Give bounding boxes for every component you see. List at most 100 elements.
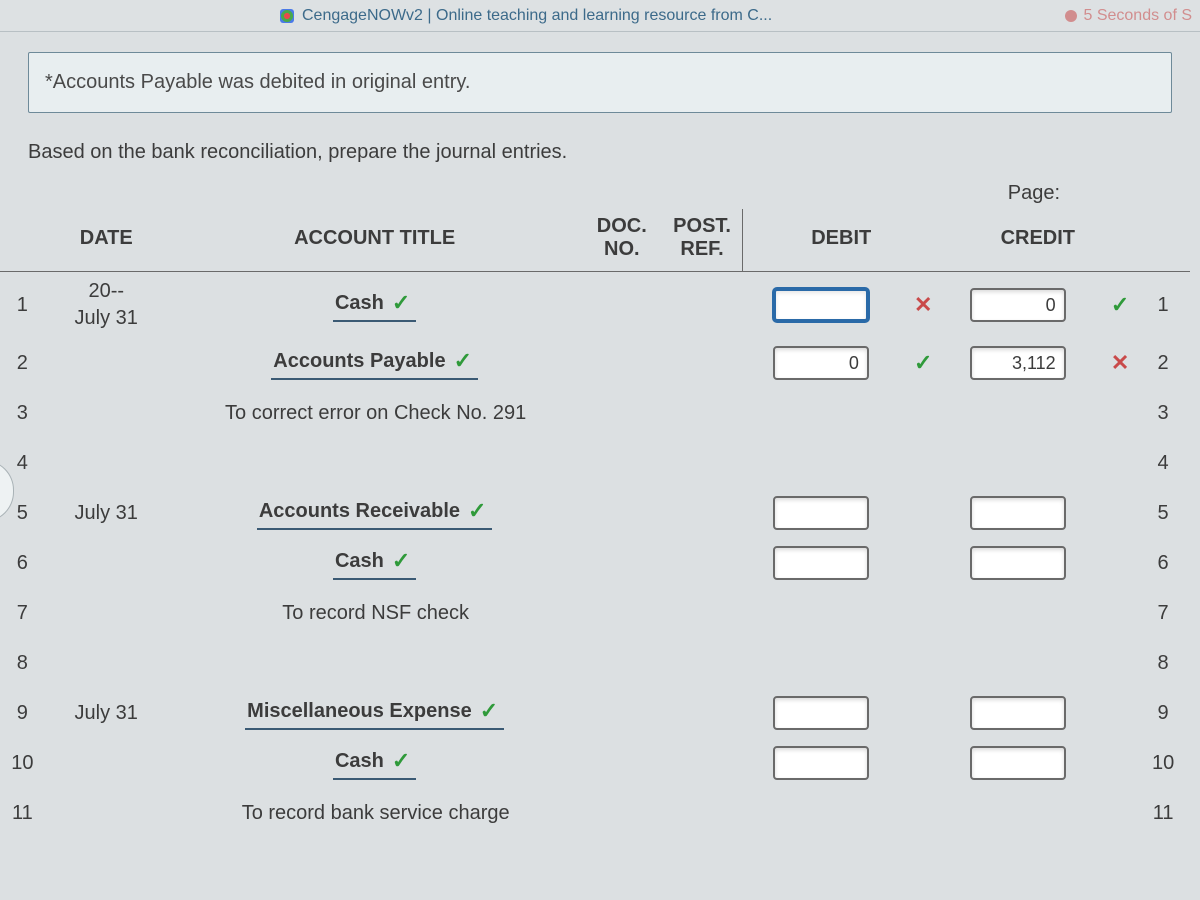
doc-no-cell — [582, 738, 663, 788]
debit-cell — [743, 488, 900, 538]
date-cell — [45, 338, 168, 388]
row-number-left: 3 — [0, 388, 45, 438]
row-number-right: 5 — [1136, 488, 1190, 538]
row-number-right: 2 — [1136, 338, 1190, 388]
journal-row: 10Cash✓10 — [0, 738, 1190, 788]
doc-no-cell — [582, 488, 663, 538]
debit-input[interactable] — [773, 746, 869, 780]
recording-timer: 5 Seconds of S — [1065, 7, 1192, 25]
doc-no-cell — [582, 272, 663, 339]
credit-input[interactable] — [970, 346, 1066, 380]
credit-input[interactable] — [970, 546, 1066, 580]
debit-mark-cell — [899, 388, 939, 438]
x-icon: ✕ — [914, 292, 932, 317]
tab-title: CengageNOWv2 | Online teaching and learn… — [302, 7, 772, 25]
account-title-cell[interactable]: Miscellaneous Expense✓ — [168, 688, 582, 738]
row-number-right: 7 — [1136, 588, 1190, 638]
account-title-field[interactable]: Accounts Receivable✓ — [257, 496, 493, 530]
credit-mark-cell — [1096, 688, 1136, 738]
account-title-cell[interactable]: Accounts Receivable✓ — [168, 488, 582, 538]
account-title-cell[interactable]: Cash ✓ — [168, 538, 582, 588]
account-title-field[interactable]: Cash✓ — [333, 746, 416, 780]
credit-mark-cell — [1096, 538, 1136, 588]
credit-cell — [939, 688, 1096, 738]
debit-mark-cell — [899, 788, 939, 838]
account-title-cell[interactable]: Accounts Payable✓ — [168, 338, 582, 388]
row-number-left: 10 — [0, 738, 45, 788]
date-cell — [45, 388, 168, 438]
row-number-right: 4 — [1136, 438, 1190, 488]
credit-input[interactable] — [970, 288, 1066, 322]
credit-cell — [939, 588, 1096, 638]
post-ref-cell — [662, 538, 743, 588]
account-title-field[interactable]: Cash ✓ — [333, 546, 416, 580]
checkmark-icon: ✓ — [914, 350, 932, 375]
col-credit: CREDIT — [939, 209, 1136, 272]
account-title-cell[interactable]: Cash ✓ — [168, 272, 582, 339]
checkmark-icon: ✓ — [392, 548, 410, 574]
journal-row: 11To record bank service charge11 — [0, 788, 1190, 838]
row-number-right: 9 — [1136, 688, 1190, 738]
credit-input[interactable] — [970, 496, 1066, 530]
journal-row: 5July 31Accounts Receivable✓5 — [0, 488, 1190, 538]
debit-cell — [743, 738, 900, 788]
credit-mark-cell — [1096, 638, 1136, 688]
date-cell: 20--July 31 — [45, 272, 168, 339]
credit-cell — [939, 488, 1096, 538]
debit-cell — [743, 338, 900, 388]
credit-mark-cell: ✓ — [1096, 272, 1136, 339]
row-number-left: 11 — [0, 788, 45, 838]
row-number-left: 9 — [0, 688, 45, 738]
debit-mark-cell — [899, 438, 939, 488]
row-number-left: 8 — [0, 638, 45, 688]
debit-input[interactable] — [773, 346, 869, 380]
journal-header: DATE ACCOUNT TITLE DOC. NO. POST. REF. D… — [0, 209, 1190, 272]
account-title-cell: To record NSF check — [168, 588, 582, 638]
account-title-text: Miscellaneous Expense — [247, 700, 472, 723]
credit-cell — [939, 272, 1096, 339]
post-ref-cell — [662, 688, 743, 738]
debit-input[interactable] — [773, 696, 869, 730]
journal-row: 120--July 31Cash✓✕✓1 — [0, 272, 1190, 339]
account-title-text: Accounts Payable — [273, 350, 445, 373]
date-cell — [45, 738, 168, 788]
date-cell — [45, 588, 168, 638]
checkmark-icon: ✓ — [392, 290, 410, 316]
doc-no-cell — [582, 388, 663, 438]
doc-no-cell — [582, 588, 663, 638]
debit-cell — [743, 438, 900, 488]
col-debit: DEBIT — [743, 209, 940, 272]
credit-cell — [939, 338, 1096, 388]
entry-description: To correct error on Check No. 291 — [223, 400, 526, 427]
account-title-field[interactable]: Cash ✓ — [333, 288, 416, 322]
col-postref: POST. REF. — [662, 209, 743, 272]
footnote-box: *Accounts Payable was debited in origina… — [28, 52, 1172, 113]
checkmark-icon: ✓ — [1111, 292, 1129, 317]
journal-table-container: DATE ACCOUNT TITLE DOC. NO. POST. REF. D… — [0, 209, 1190, 838]
credit-cell — [939, 638, 1096, 688]
row-number-left: 7 — [0, 588, 45, 638]
doc-no-cell — [582, 688, 663, 738]
credit-input[interactable] — [970, 746, 1066, 780]
row-number-right: 8 — [1136, 638, 1190, 688]
cengage-logo-icon — [280, 9, 294, 23]
doc-no-cell — [582, 338, 663, 388]
debit-input[interactable] — [773, 546, 869, 580]
browser-tab-bar: CengageNOWv2 | Online teaching and learn… — [0, 0, 1200, 32]
debit-mark-cell — [899, 538, 939, 588]
account-title-cell[interactable]: Cash✓ — [168, 738, 582, 788]
account-title-text: Cash — [335, 550, 384, 573]
credit-input[interactable] — [970, 696, 1066, 730]
journal-row: 6Cash✓6 — [0, 538, 1190, 588]
account-title-text: Cash — [335, 292, 384, 315]
debit-input[interactable] — [773, 288, 869, 322]
timer-text: 5 Seconds of S — [1083, 7, 1192, 25]
account-title-field[interactable]: Accounts Payable✓ — [271, 346, 478, 380]
debit-cell — [743, 272, 900, 339]
x-icon: ✕ — [1111, 350, 1129, 375]
debit-input[interactable] — [773, 496, 869, 530]
row-number-left: 6 — [0, 538, 45, 588]
date-cell — [45, 438, 168, 488]
account-title-field[interactable]: Miscellaneous Expense✓ — [245, 696, 504, 730]
account-title-cell: To record bank service charge — [168, 788, 582, 838]
